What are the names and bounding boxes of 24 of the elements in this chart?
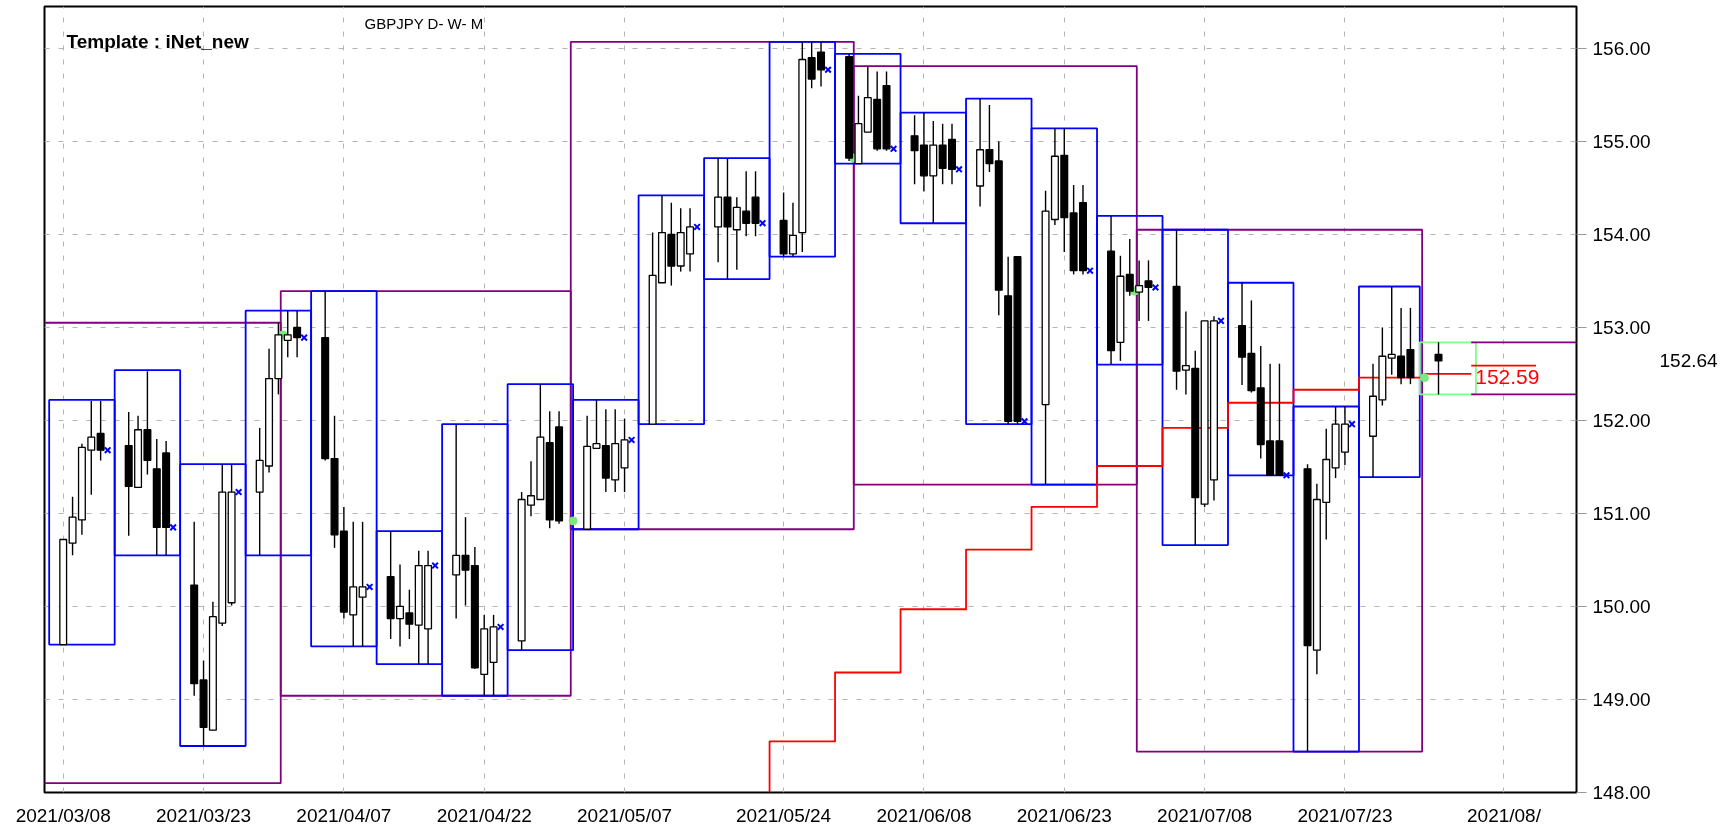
x-tick-label: 2021/03/08	[15, 804, 111, 826]
x-tick-label: 2021/04/07	[296, 804, 392, 826]
series-label: 152.59	[1475, 364, 1540, 388]
y-tick-label: 153.00	[1592, 316, 1651, 338]
x-tick-label: 2021/03/23	[156, 804, 252, 826]
y-tick-label: 149.00	[1592, 688, 1651, 710]
y-tick-label: 148.00	[1592, 782, 1651, 803]
x-tick-label: 2021/04/22	[436, 804, 532, 826]
y-tick-label: 156.00	[1592, 37, 1651, 59]
y-tick-label: 152.00	[1592, 409, 1651, 431]
y-tick-label: 151.00	[1592, 502, 1651, 524]
x-tick-label: 2021/06/23	[1016, 804, 1112, 826]
y-tick-label: 150.00	[1592, 595, 1651, 617]
text: Template : iNet_new	[66, 30, 250, 52]
y-tick-label: 155.00	[1592, 130, 1651, 152]
x-tick-label: 2021/07/08	[1157, 804, 1253, 826]
text: 152.64	[1659, 350, 1719, 372]
x-tick-label: 2021/07/23	[1297, 804, 1393, 826]
x-tick-label: 2021/08/	[1467, 804, 1542, 826]
text: GBPJPY D- W- M	[364, 14, 484, 32]
x-tick-label: 2021/06/08	[876, 804, 972, 826]
y-tick-label: 154.00	[1592, 223, 1651, 245]
x-tick-label: 2021/05/07	[577, 804, 673, 826]
x-tick-label: 2021/05/24	[736, 804, 832, 826]
